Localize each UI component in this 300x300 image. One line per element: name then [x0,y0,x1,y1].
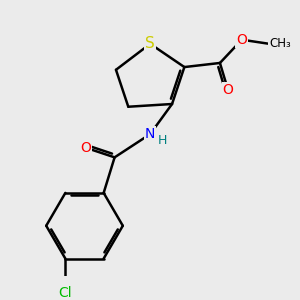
Text: CH₃: CH₃ [269,37,291,50]
Text: Cl: Cl [58,286,72,300]
Text: N: N [145,127,155,141]
Text: O: O [80,141,91,155]
Text: H: H [158,134,167,147]
Text: S: S [145,36,155,51]
Text: O: O [223,83,234,97]
Text: O: O [236,33,247,47]
